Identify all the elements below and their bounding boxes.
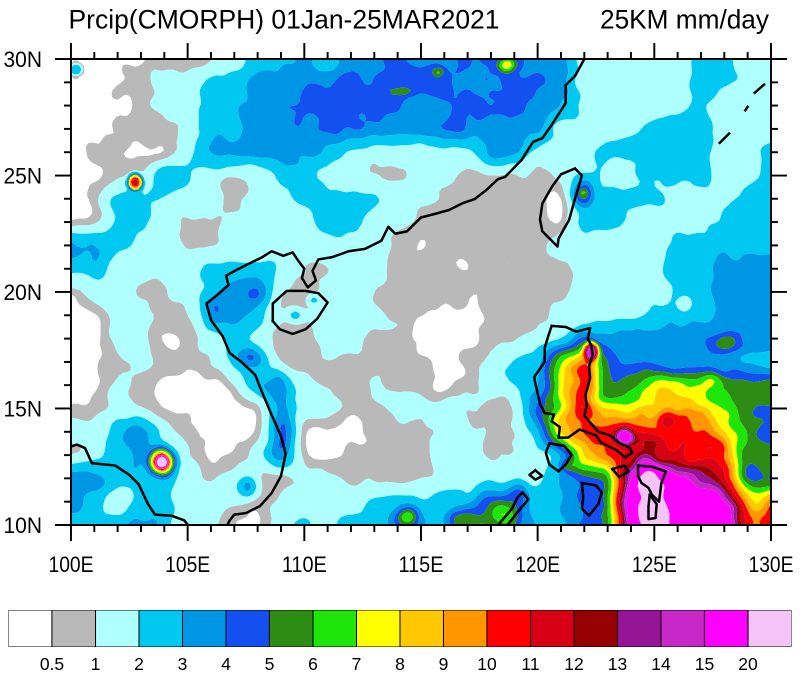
svg-text:25N: 25N [4, 164, 43, 189]
svg-text:5: 5 [265, 654, 275, 674]
svg-text:20: 20 [738, 654, 758, 674]
svg-text:9: 9 [439, 654, 449, 674]
svg-text:120E: 120E [515, 552, 560, 577]
svg-text:30N: 30N [4, 47, 43, 72]
svg-text:115E: 115E [399, 552, 444, 577]
svg-text:25KM mm/day: 25KM mm/day [600, 5, 769, 35]
svg-text:130E: 130E [749, 552, 794, 577]
svg-text:4: 4 [221, 654, 231, 674]
svg-text:10N: 10N [4, 513, 43, 538]
svg-text:110E: 110E [282, 552, 327, 577]
svg-text:10: 10 [477, 654, 497, 674]
svg-text:125E: 125E [632, 552, 677, 577]
svg-text:7: 7 [352, 654, 362, 674]
svg-text:105E: 105E [165, 552, 210, 577]
svg-text:0.5: 0.5 [40, 654, 64, 674]
svg-text:1: 1 [91, 654, 101, 674]
svg-text:20N: 20N [4, 280, 43, 305]
svg-text:6: 6 [308, 654, 318, 674]
svg-text:100E: 100E [49, 552, 94, 577]
svg-text:2: 2 [134, 654, 144, 674]
svg-text:3: 3 [178, 654, 188, 674]
svg-text:15N: 15N [4, 397, 43, 422]
svg-text:15: 15 [695, 654, 714, 674]
svg-text:8: 8 [395, 654, 405, 674]
svg-text:11: 11 [521, 654, 539, 674]
svg-text:Prcip(CMORPH) 01Jan-25MAR2021: Prcip(CMORPH) 01Jan-25MAR2021 [69, 5, 500, 35]
svg-text:13: 13 [608, 654, 627, 674]
svg-text:14: 14 [651, 654, 671, 674]
svg-text:12: 12 [564, 654, 583, 674]
